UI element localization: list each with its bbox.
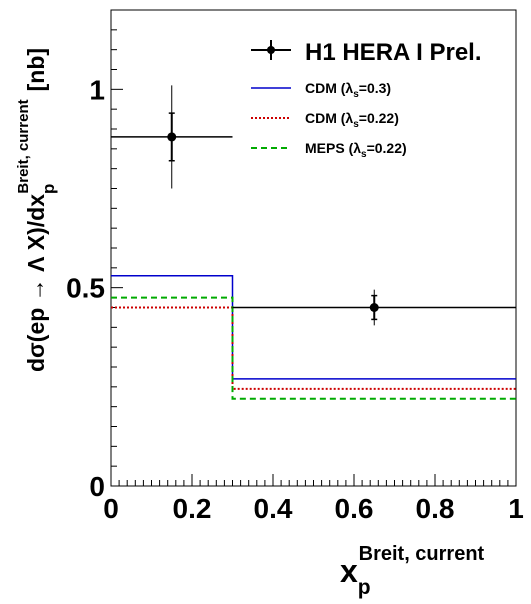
y-tick-label: 1: [89, 74, 105, 105]
legend-label-data: H1 HERA I Prel.: [305, 39, 482, 66]
data-point: [167, 132, 177, 142]
x-axis-label: xpBreit, current: [340, 543, 485, 599]
series-step-0: [111, 275, 516, 380]
axes: [110, 9, 517, 487]
y-axis-label: dσ(ep → Λ X)/dxpBreit, current[nb]: [15, 48, 58, 372]
legend: H1 HERA I Prel. CDM (λs=0.3) CDM (λs=0.2…: [251, 39, 482, 160]
legend-data-marker: [267, 46, 275, 54]
legend-label-cdm-0-3: CDM (λs=0.3): [305, 80, 391, 100]
x-tick-label: 0.4: [254, 493, 293, 524]
model-curves: [111, 275, 516, 400]
y-tick-label: 0.5: [66, 273, 105, 304]
series-step-1: [111, 306, 516, 390]
legend-label-cdm-0-22: CDM (λs=0.22): [305, 110, 399, 130]
x-tick-label: 1: [508, 493, 524, 524]
data-point: [369, 303, 379, 312]
x-tick-labels: 0 0.2 0.4 0.6 0.8 1: [103, 493, 524, 524]
series-step-2: [111, 296, 516, 400]
x-tick-label: 0: [103, 493, 119, 524]
y-tick-label: 0: [89, 471, 105, 502]
legend-label-meps: MEPS (λs=0.22): [305, 140, 407, 160]
x-tick-label: 0.8: [416, 493, 455, 524]
x-tick-label: 0.6: [335, 493, 374, 524]
y-tick-labels: 00.51: [66, 74, 105, 502]
x-tick-label: 0.2: [173, 493, 212, 524]
data-points: [111, 85, 516, 326]
